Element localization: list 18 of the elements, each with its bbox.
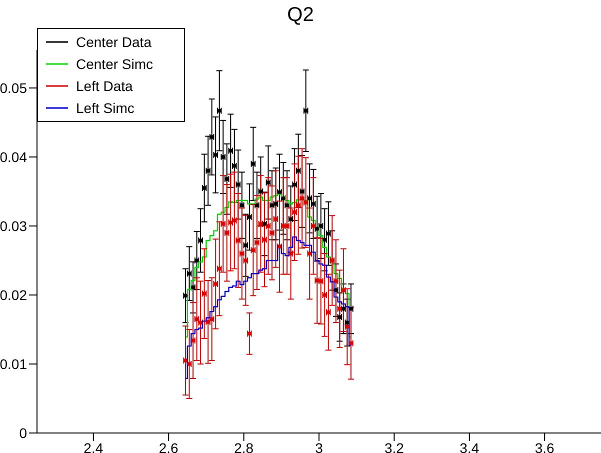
- x-tick-label: 3.6: [534, 440, 555, 453]
- x-tick-label: 3.4: [460, 440, 480, 453]
- y-tick-label: 0.04: [0, 148, 28, 165]
- x-tick-label: 2.8: [234, 440, 254, 453]
- chart-title: Q2: [286, 4, 315, 27]
- legend-label: Center Data: [76, 34, 152, 50]
- y-tick-label: 0.02: [0, 286, 28, 303]
- legend-label: Left Simc: [76, 100, 134, 116]
- x-tick-label: 3: [315, 440, 324, 453]
- x-tick-label: 2.6: [158, 440, 179, 453]
- y-tick-label: 0.01: [0, 356, 28, 372]
- legend-label: Center Simc: [76, 56, 154, 72]
- x-tick-label: 3.2: [384, 440, 404, 453]
- legend-label: Left Data: [76, 78, 133, 94]
- x-tick-label: 2.4: [84, 440, 104, 453]
- y-tick-label: 0: [19, 424, 28, 441]
- y-tick-label: 0.05: [0, 80, 28, 96]
- y-tick-label: 0.03: [0, 218, 28, 234]
